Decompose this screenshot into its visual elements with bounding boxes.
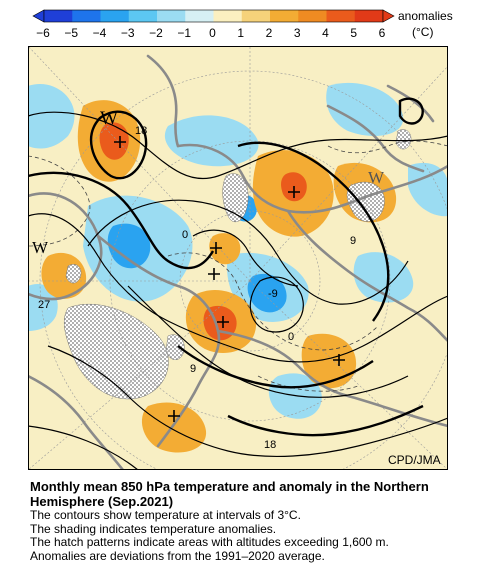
colorbar-tick-label: 0 <box>209 26 216 40</box>
colorbar-tick-label: −6 <box>36 26 50 40</box>
high-marker-japan: W <box>368 168 385 187</box>
caption-line-average: Anomalies are deviations from the 1991–2… <box>30 548 325 563</box>
contour-label-5: 0 <box>288 331 294 343</box>
high-markers: W W W <box>32 108 385 257</box>
colorbar-segment <box>241 10 271 22</box>
caption-line-contours: The contours show temperature at interva… <box>30 508 301 522</box>
colorbar-segment <box>354 10 384 22</box>
map-frame <box>28 46 448 470</box>
caption-line-hatch: The hatch patterns indicate areas with a… <box>30 535 389 549</box>
figure-caption: Monthly mean 850 hPa temperature and ano… <box>30 479 470 563</box>
colorbar-tick-label: −3 <box>121 26 135 40</box>
colorbar-tick-label: 2 <box>266 26 273 40</box>
contour-label-6: 27 <box>38 299 50 311</box>
colorbar-right-arrow <box>382 9 395 23</box>
contour-label-7: 9 <box>190 363 196 375</box>
colorbar-segment <box>157 10 186 22</box>
colorbar-tick-label: 6 <box>379 26 386 40</box>
caption-line-shading: The shading indicates temperature anomal… <box>30 521 277 536</box>
map-credit: CPD/JMA <box>388 453 441 467</box>
high-marker-pacific: W <box>32 238 49 257</box>
contour-label-1: 18 <box>135 125 147 137</box>
high-marker-greenland: W <box>100 108 118 129</box>
coastlines <box>28 54 448 470</box>
colorbar-tick-label: 4 <box>322 26 329 40</box>
colorbar-tick-label: 5 <box>350 26 357 40</box>
colorbar-tick-label: −5 <box>64 26 78 40</box>
colorbar-tick-label: −1 <box>177 26 191 40</box>
colorbar-segment <box>213 10 243 22</box>
colorbar-segment <box>185 10 214 22</box>
colorbar-tick-label: −2 <box>149 26 163 40</box>
colorbar-segment <box>128 10 158 22</box>
contour-labels: 18 0 9 -9 0 27 9 18 <box>38 125 356 451</box>
colorbar-segment <box>100 10 130 22</box>
colorbar-segment <box>44 10 73 22</box>
graticule <box>28 46 448 470</box>
colorbar-label: anomalies <box>398 9 453 23</box>
colorbar-segment <box>72 10 101 22</box>
contour-label-4: -9 <box>268 288 278 300</box>
high-altitude-hatching <box>63 129 412 400</box>
zero-anomaly-lines <box>28 140 448 392</box>
colorbar-segment <box>326 10 356 22</box>
colorbar-left-arrow <box>32 9 45 23</box>
colorbar-tick-label: 3 <box>294 26 301 40</box>
anomaly-colorbar: −6 −5 −4 −3 −2 −1 0 1 2 3 4 5 6 anomalies (°C) <box>32 9 453 40</box>
contour-label-3: 9 <box>350 235 356 247</box>
caption-title-line2: Hemisphere (Sep.2021) <box>30 494 174 509</box>
polar-map: W W W 18 0 9 -9 0 27 9 18 CPD/JMA <box>28 46 448 470</box>
contour-label-8: 18 <box>264 439 276 451</box>
temperature-contours <box>28 111 448 470</box>
contour-label-2: 0 <box>182 229 188 241</box>
colorbar-tick-label: 1 <box>237 26 244 40</box>
colorbar-segment <box>298 10 327 22</box>
colorbar-tick-label: −4 <box>93 26 107 40</box>
colorbar-unit: (°C) <box>412 25 433 39</box>
thick-contours <box>28 97 424 437</box>
colorbar-segment <box>270 10 299 22</box>
warm-center-crosses <box>114 136 345 422</box>
caption-title-line1: Monthly mean 850 hPa temperature and ano… <box>30 479 429 494</box>
